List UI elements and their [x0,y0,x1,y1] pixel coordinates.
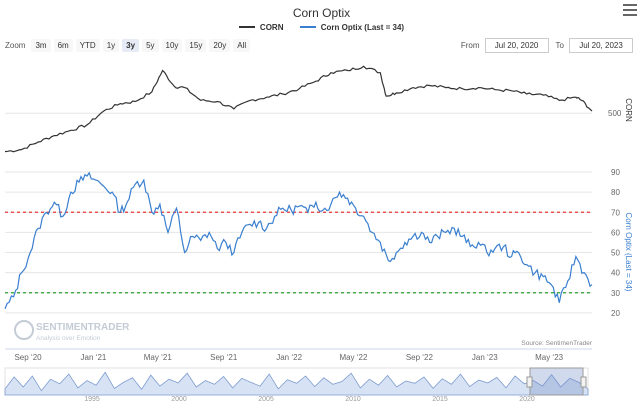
y-tick-optix-90: 90 [611,168,620,177]
to-date-input[interactable]: Jul 20, 2023 [569,38,633,53]
navigator-series [4,371,589,396]
zoom-button-5y[interactable]: 5y [142,38,159,52]
date-range: From Jul 20, 2020 To Jul 20, 2023 [461,38,633,53]
x-tick-label: Sep ‘20 [14,353,42,362]
navigator-label: 2020 [519,396,535,403]
legend-item-corn[interactable]: CORN [238,22,284,32]
x-tick-label: May ‘21 [144,353,173,362]
legend-swatch-corn [238,26,255,28]
x-tick-label: May ‘22 [339,353,368,362]
zoom-button-10y[interactable]: 10y [161,38,183,52]
navigator-label: 2015 [432,396,448,403]
y-axis-title-optix: Corn Optix (Last = 34) [624,213,633,292]
y-tick-optix-20: 20 [611,309,620,318]
y-tick-optix-70: 70 [611,208,620,217]
y-tick-optix-40: 40 [611,269,620,278]
x-tick-label: Sep ‘21 [210,353,238,362]
zoom-button-all[interactable]: All [233,38,251,52]
zoom-label: Zoom [5,40,26,50]
zoom-bar: Zoom 3m 6m YTD 1y 3y 5y 10y 15y 20y All [5,38,253,52]
zoom-button-ytd[interactable]: YTD [75,38,100,52]
y-tick-corn-500: 500 [608,109,622,118]
legend-swatch-corn-optix [299,26,316,28]
navigator-label: 2010 [345,396,361,403]
x-tick-label: May ‘23 [535,353,564,362]
chart-title: Corn Optix [292,6,351,20]
series-line-corn [4,65,593,153]
zoom-button-3y[interactable]: 3y [122,38,140,52]
y-tick-optix-30: 30 [611,289,620,298]
chart-credit: Source: SentimenTrader [521,340,592,347]
zoom-button-6m[interactable]: 6m [53,38,73,52]
watermark-name: SENTIMENTRADER [36,322,130,333]
legend-item-corn-optix[interactable]: Corn Optix (Last = 34) [299,22,405,32]
x-tick-label: Jan ‘22 [276,353,302,362]
zoom-button-15y[interactable]: 15y [185,38,207,52]
y-tick-optix-60: 60 [611,228,620,237]
navigator-label: 1995 [84,396,100,403]
x-tick-label: Sep ‘22 [406,353,434,362]
navigator-label: 2005 [258,396,274,403]
x-tick-label: Jan ‘23 [472,353,498,362]
zoom-button-3m[interactable]: 3m [31,38,51,52]
navigator-selection[interactable] [529,367,584,396]
watermark-logo [14,320,34,340]
navigator-label: 2000 [171,396,187,403]
to-label: To [555,41,564,50]
from-date-input[interactable]: Jul 20, 2020 [484,38,549,53]
legend-label-corn-optix: Corn Optix (Last = 34) [320,22,405,32]
watermark-tagline: Analysis over Emotion [36,335,101,342]
y-tick-optix-80: 80 [611,188,620,197]
y-axis-title-corn: CORN [624,98,633,122]
zoom-button-1y[interactable]: 1y [102,38,120,52]
legend-label-corn: CORN [259,22,284,32]
legend: CORN Corn Optix (Last = 34) [0,21,643,32]
series-line-corn-optix [4,171,593,310]
y-tick-optix-50: 50 [611,249,620,258]
hamburger-menu-icon[interactable] [623,4,637,16]
navigator-handle-left[interactable] [526,376,533,388]
zoom-button-20y[interactable]: 20y [209,38,231,52]
x-tick-label: Jan ‘21 [81,353,107,362]
navigator-handle-right[interactable] [580,376,587,388]
from-label: From [460,41,480,50]
